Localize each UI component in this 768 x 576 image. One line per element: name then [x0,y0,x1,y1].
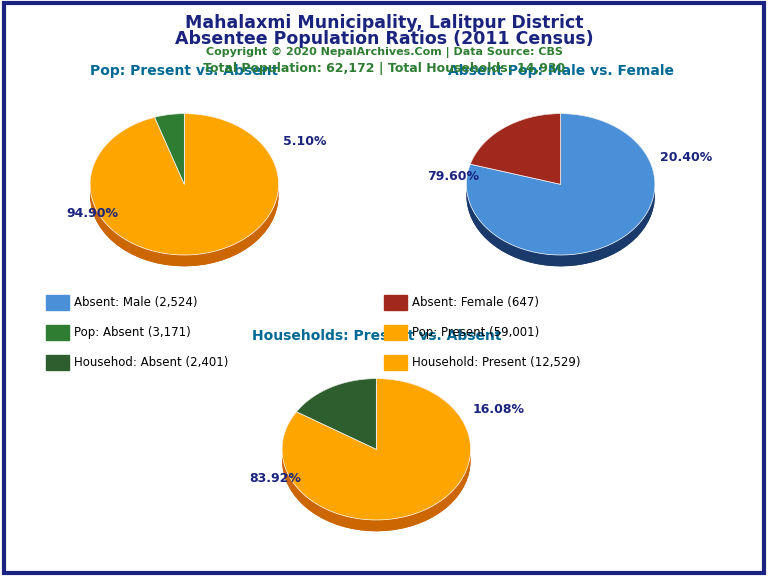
Text: Household: Present (12,529): Household: Present (12,529) [412,356,580,369]
Text: Copyright © 2020 NepalArchives.Com | Data Source: CBS: Copyright © 2020 NepalArchives.Com | Dat… [206,47,562,58]
Text: 79.60%: 79.60% [427,169,478,183]
Text: 20.40%: 20.40% [660,151,712,164]
Polygon shape [470,125,561,196]
Text: 94.90%: 94.90% [67,207,118,220]
Text: Mahalaxmi Municipality, Lalitpur District: Mahalaxmi Municipality, Lalitpur Distric… [185,14,583,32]
Text: Absentee Population Ratios (2011 Census): Absentee Population Ratios (2011 Census) [174,30,594,48]
Polygon shape [470,113,561,176]
Polygon shape [154,113,184,184]
Polygon shape [296,378,376,423]
Polygon shape [296,378,376,449]
Title: Pop: Present vs. Absent: Pop: Present vs. Absent [91,64,278,78]
Polygon shape [296,390,376,461]
Text: 5.10%: 5.10% [283,135,327,147]
Title: Absent Pop: Male vs. Female: Absent Pop: Male vs. Female [448,64,674,78]
Text: Pop: Absent (3,171): Pop: Absent (3,171) [74,326,190,339]
Text: Absent: Female (647): Absent: Female (647) [412,296,538,309]
Text: Absent: Male (2,524): Absent: Male (2,524) [74,296,197,309]
Polygon shape [466,125,655,266]
Polygon shape [154,113,184,128]
Text: Pop: Present (59,001): Pop: Present (59,001) [412,326,539,339]
Polygon shape [90,113,279,255]
Text: 83.92%: 83.92% [249,472,301,485]
Polygon shape [90,125,279,266]
Polygon shape [90,113,279,266]
Text: 16.08%: 16.08% [472,403,525,416]
Title: Households: Present vs. Absent: Households: Present vs. Absent [252,329,501,343]
Polygon shape [154,125,184,196]
Text: Total Population: 62,172 | Total Households: 14,930: Total Population: 62,172 | Total Househo… [203,62,565,75]
Polygon shape [470,113,561,184]
Polygon shape [466,113,655,266]
Text: Househod: Absent (2,401): Househod: Absent (2,401) [74,356,228,369]
Polygon shape [466,113,655,255]
Polygon shape [282,378,471,520]
Polygon shape [282,390,471,531]
Polygon shape [282,378,471,531]
